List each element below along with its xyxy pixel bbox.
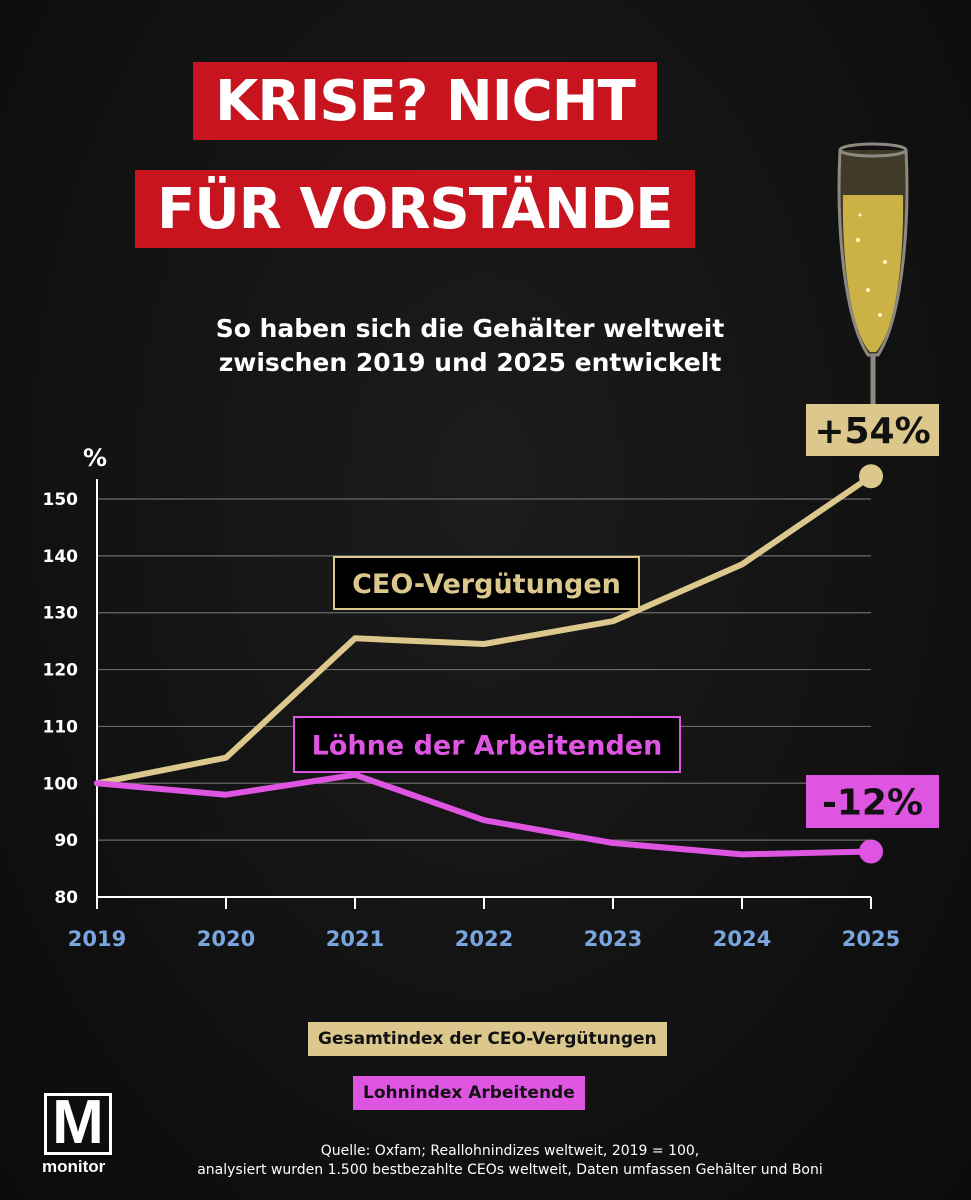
- series-end-marker-0: [859, 464, 883, 489]
- monitor-logo: M monitor: [40, 1088, 122, 1183]
- y-tick-label: 120: [43, 661, 79, 681]
- legend-ceo: Gesamtindex der CEO-Vergütungen: [308, 1022, 667, 1056]
- x-tick-label: 2020: [197, 927, 255, 951]
- y-tick-label: 140: [43, 547, 79, 567]
- subtitle-line-2: zwischen 2019 und 2025 entwickelt: [218, 348, 722, 377]
- y-tick-label: 130: [43, 604, 79, 624]
- champagne-glass-icon: [837, 142, 909, 405]
- x-tick-label: 2025: [842, 927, 900, 951]
- y-tick-label: 100: [43, 774, 79, 794]
- subtitle-line-1: So haben sich die Gehälter weltweit: [215, 314, 725, 343]
- series-name-box-0: [333, 556, 640, 610]
- end-value-label-0: +54%: [814, 411, 930, 452]
- y-tick-label: 90: [54, 831, 78, 851]
- source-line-2: analysiert wurden 1.500 bestbezahlte CEO…: [197, 1162, 823, 1178]
- line-chart: % 80 90 100 110 120 130 140 150 2019 2020 2021 2022…: [43, 142, 939, 951]
- end-value-label-1: -12%: [822, 783, 923, 824]
- series-line-1: [94, 771, 874, 858]
- legend-workers: Lohnindex Arbeitende: [353, 1076, 585, 1110]
- series-name-box-1: [293, 716, 681, 773]
- end-value-badge-0: [806, 404, 939, 456]
- x-tick-label: 2021: [326, 927, 384, 951]
- logo-text: monitor: [42, 1157, 106, 1176]
- title-line-1: KRISE? NICHT: [193, 62, 657, 140]
- y-axis-unit: %: [83, 444, 107, 472]
- series-end-marker-1: [859, 839, 883, 864]
- y-tick-label: 150: [43, 490, 79, 510]
- end-value-badge-1: [806, 775, 939, 828]
- logo-letter: M: [52, 1088, 104, 1157]
- y-tick-label: 80: [54, 888, 78, 908]
- x-tick-label: 2023: [584, 927, 642, 951]
- x-tick-label: 2019: [68, 927, 126, 951]
- series-line-0: [94, 473, 874, 787]
- series-name-label-1: Löhne der Arbeitenden: [312, 731, 663, 762]
- source-line-1: Quelle: Oxfam; Reallohnindizes weltweit,…: [320, 1143, 700, 1159]
- x-tick-label: 2024: [713, 927, 771, 951]
- x-tick-label: 2022: [455, 927, 513, 951]
- y-tick-label: 110: [43, 717, 79, 737]
- title-line-2: FÜR VORSTÄNDE: [135, 170, 695, 248]
- series-name-label-0: CEO-Vergütungen: [352, 569, 621, 600]
